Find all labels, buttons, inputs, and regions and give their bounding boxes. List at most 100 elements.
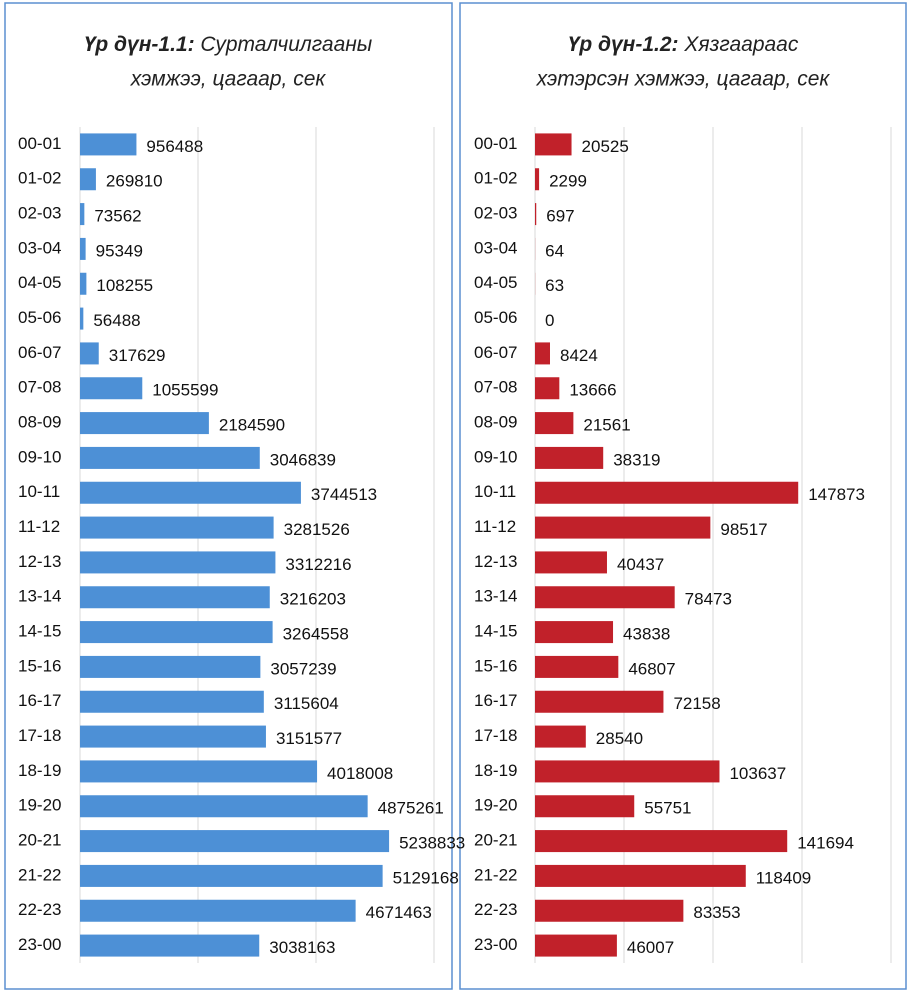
data-label: 98517 <box>720 520 767 539</box>
data-label: 4875261 <box>378 799 444 818</box>
y-tick-label: 15-16 <box>474 656 517 675</box>
bar <box>535 551 607 574</box>
data-label: 3264558 <box>283 625 349 644</box>
data-label: 3216203 <box>280 590 346 609</box>
data-label: 20525 <box>582 137 629 156</box>
bar <box>80 237 86 260</box>
bar <box>535 203 537 226</box>
y-tick-label: 02-03 <box>18 204 61 223</box>
y-tick-label: 16-17 <box>474 691 517 710</box>
y-tick-label: 09-10 <box>474 447 517 466</box>
data-label: 1055599 <box>152 381 218 400</box>
y-tick-label: 10-11 <box>474 482 516 501</box>
data-label: 3151577 <box>276 729 342 748</box>
y-tick-label: 16-17 <box>18 691 61 710</box>
y-tick-label: 00-01 <box>474 134 517 153</box>
bar <box>80 412 209 435</box>
bar <box>535 133 572 156</box>
chart-title-part: Хязгаараас <box>679 33 799 56</box>
y-tick-label: 20-21 <box>474 831 517 850</box>
y-tick-label: 12-13 <box>18 552 61 571</box>
y-tick-label: 06-07 <box>474 343 517 362</box>
bar <box>80 203 85 226</box>
data-label: 118409 <box>756 868 811 887</box>
data-label: 46807 <box>628 659 675 678</box>
bar <box>80 446 260 469</box>
data-label: 4671463 <box>366 903 432 922</box>
data-label: 28540 <box>596 729 643 748</box>
data-label: 55751 <box>644 799 691 818</box>
bar <box>80 307 84 330</box>
data-label: 108255 <box>96 276 153 295</box>
chart-title: Үр дүн-1.2: Хязгаараас <box>568 33 799 56</box>
data-label: 64 <box>545 241 564 260</box>
y-tick-label: 21-22 <box>18 865 61 884</box>
y-tick-label: 14-15 <box>474 622 517 641</box>
y-tick-label: 07-08 <box>18 378 61 397</box>
bar <box>80 725 266 748</box>
chart-title-label: Үр дүн-1.2: <box>568 33 679 56</box>
bar <box>80 168 96 191</box>
y-tick-label: 18-19 <box>18 761 61 780</box>
bar <box>535 864 746 887</box>
y-tick-label: 00-01 <box>18 134 61 153</box>
bar <box>535 830 788 853</box>
data-label: 2184590 <box>219 416 285 435</box>
data-label: 4018008 <box>327 764 393 783</box>
bar <box>80 133 137 156</box>
bar <box>535 760 720 783</box>
data-label: 13666 <box>569 381 616 400</box>
bar <box>535 342 550 365</box>
y-tick-label: 12-13 <box>474 552 517 571</box>
data-label: 3281526 <box>284 520 350 539</box>
data-label: 21561 <box>583 416 630 435</box>
data-label: 5129168 <box>393 868 459 887</box>
data-label: 56488 <box>93 311 140 330</box>
bar <box>80 377 143 400</box>
y-tick-label: 19-20 <box>18 796 61 815</box>
data-label: 95349 <box>96 241 143 260</box>
y-tick-label: 08-09 <box>474 413 517 432</box>
y-tick-label: 13-14 <box>18 587 61 606</box>
data-label: 147873 <box>808 485 865 504</box>
chart-title: хэмжээ, цагаар, сек <box>130 68 327 91</box>
y-tick-label: 21-22 <box>474 865 517 884</box>
y-tick-label: 11-12 <box>474 517 516 536</box>
chart-title-label: Үр дүн-1.1: <box>84 33 195 56</box>
y-tick-label: 23-00 <box>474 935 517 954</box>
bar <box>80 760 318 783</box>
bar <box>80 551 276 574</box>
bar <box>535 725 586 748</box>
bar <box>535 446 604 469</box>
bar <box>80 690 264 713</box>
bar <box>535 516 711 539</box>
data-label: 83353 <box>693 903 740 922</box>
y-tick-label: 09-10 <box>18 447 61 466</box>
y-tick-label: 07-08 <box>474 378 517 397</box>
bar <box>80 621 273 644</box>
chart-title: хэтэрсэн хэмжээ, цагаар, сек <box>536 68 831 91</box>
data-label: 78473 <box>685 590 732 609</box>
data-label: 3115604 <box>274 694 339 713</box>
chart-title: Үр дүн-1.1: Сурталчилгааны <box>84 33 373 56</box>
data-label: 3744513 <box>311 485 377 504</box>
data-label: 697 <box>546 207 574 226</box>
bar <box>535 377 560 400</box>
y-tick-label: 22-23 <box>474 900 517 919</box>
bar <box>80 795 368 818</box>
data-label: 72158 <box>673 694 720 713</box>
data-label: 269810 <box>106 172 163 191</box>
data-label: 73562 <box>94 207 141 226</box>
data-label: 0 <box>545 311 554 330</box>
bar <box>80 342 99 365</box>
y-tick-label: 18-19 <box>474 761 517 780</box>
data-label: 3046839 <box>270 450 336 469</box>
bar <box>535 586 675 609</box>
bar <box>535 412 574 435</box>
y-tick-label: 23-00 <box>18 935 61 954</box>
y-tick-label: 03-04 <box>474 238 517 257</box>
data-label: 141694 <box>797 834 854 853</box>
data-label: 40437 <box>617 555 664 574</box>
bar <box>535 481 799 504</box>
